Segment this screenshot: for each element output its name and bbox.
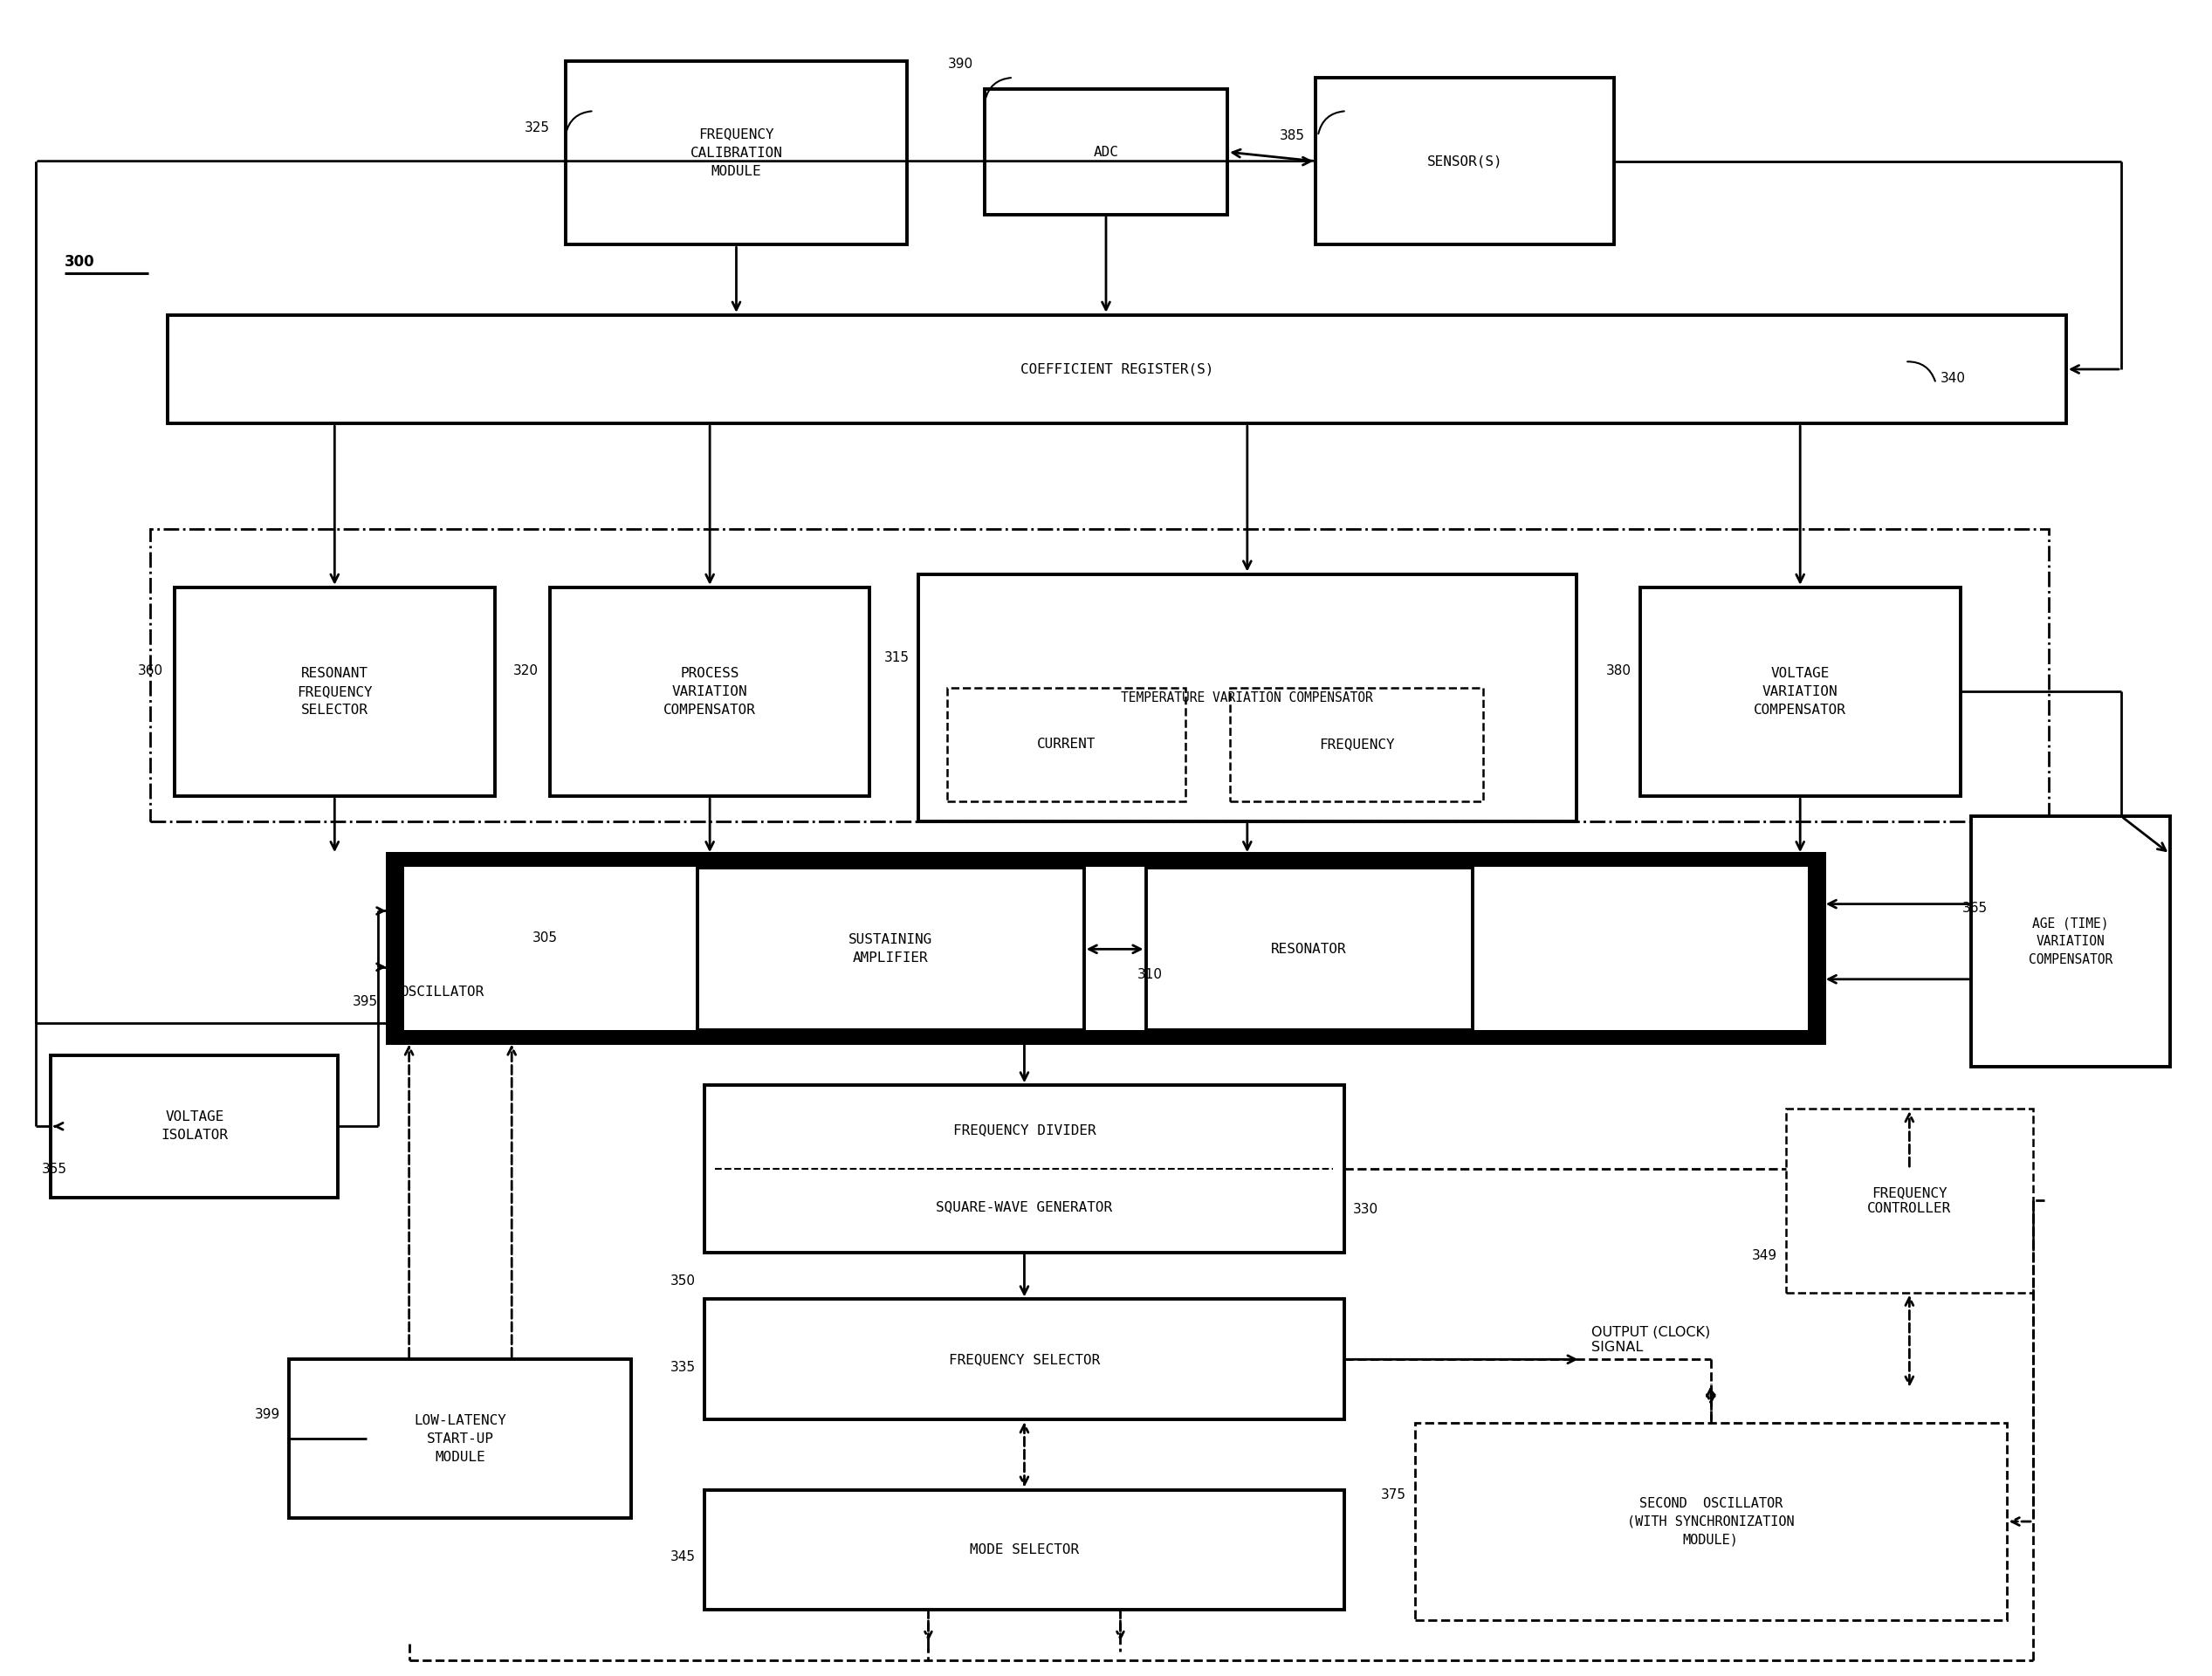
Text: FREQUENCY: FREQUENCY [1318,737,1394,751]
Text: SQUARE-WAVE GENERATOR: SQUARE-WAVE GENERATOR [936,1200,1113,1213]
FancyBboxPatch shape [984,89,1228,215]
Text: 300: 300 [64,253,95,270]
Text: 340: 340 [1940,372,1966,385]
FancyBboxPatch shape [1146,868,1473,1031]
FancyBboxPatch shape [697,868,1084,1031]
Text: 375: 375 [1380,1488,1407,1502]
Text: VOLTAGE
VARIATION
COMPENSATOR: VOLTAGE VARIATION COMPENSATOR [1754,667,1847,717]
FancyBboxPatch shape [290,1359,630,1518]
Text: COEFFICIENT REGISTER(S): COEFFICIENT REGISTER(S) [1020,362,1214,375]
Text: 325: 325 [524,121,551,134]
FancyBboxPatch shape [1316,77,1613,245]
Text: FREQUENCY SELECTOR: FREQUENCY SELECTOR [949,1353,1099,1366]
Text: FREQUENCY
CONTROLLER: FREQUENCY CONTROLLER [1867,1187,1951,1215]
FancyBboxPatch shape [566,60,907,245]
Text: CURRENT: CURRENT [1037,737,1095,751]
Text: AGE (TIME)
VARIATION
COMPENSATOR: AGE (TIME) VARIATION COMPENSATOR [2028,917,2112,967]
FancyBboxPatch shape [168,315,2066,424]
Text: 335: 335 [670,1361,695,1374]
Text: SUSTAINING
AMPLIFIER: SUSTAINING AMPLIFIER [849,934,933,965]
Text: VOLTAGE
ISOLATOR: VOLTAGE ISOLATOR [161,1111,228,1141]
FancyBboxPatch shape [947,687,1186,801]
FancyBboxPatch shape [389,855,1823,1042]
Text: 355: 355 [42,1163,69,1175]
Text: TEMPERATURE VARIATION COMPENSATOR: TEMPERATURE VARIATION COMPENSATOR [1121,691,1374,704]
FancyBboxPatch shape [551,587,869,796]
Text: 305: 305 [533,932,557,945]
Text: 350: 350 [670,1274,695,1287]
Text: FREQUENCY DIVIDER: FREQUENCY DIVIDER [953,1125,1095,1136]
Text: 399: 399 [254,1408,281,1421]
Text: 320: 320 [513,664,540,677]
FancyBboxPatch shape [405,866,1807,1031]
FancyBboxPatch shape [703,1086,1345,1252]
Text: MODE SELECTOR: MODE SELECTOR [969,1544,1079,1557]
Text: LOW-LATENCY
START-UP
MODULE: LOW-LATENCY START-UP MODULE [414,1415,507,1463]
Text: FREQUENCY
CALIBRATION
MODULE: FREQUENCY CALIBRATION MODULE [690,127,783,178]
Text: 395: 395 [352,996,378,1009]
Text: 315: 315 [885,650,909,664]
Text: 360: 360 [137,664,164,677]
FancyBboxPatch shape [1639,587,1960,796]
Text: OSCILLATOR: OSCILLATOR [400,985,484,999]
FancyBboxPatch shape [1971,816,2170,1068]
Text: SECOND  OSCILLATOR
(WITH SYNCHRONIZATION
MODULE): SECOND OSCILLATOR (WITH SYNCHRONIZATION … [1628,1497,1794,1547]
Text: 365: 365 [1962,902,1989,915]
FancyBboxPatch shape [1230,687,1484,801]
Text: 349: 349 [1752,1249,1776,1262]
Text: 380: 380 [1606,664,1630,677]
Text: SENSOR(S): SENSOR(S) [1427,154,1502,168]
Text: 385: 385 [1279,129,1305,142]
FancyBboxPatch shape [703,1490,1345,1611]
Text: RESONANT
FREQUENCY
SELECTOR: RESONANT FREQUENCY SELECTOR [296,667,372,717]
FancyBboxPatch shape [175,587,495,796]
FancyBboxPatch shape [1416,1423,2006,1621]
Text: RESONATOR: RESONATOR [1272,942,1347,955]
Text: 390: 390 [949,57,973,70]
FancyBboxPatch shape [918,573,1577,821]
Text: 310: 310 [1137,969,1161,982]
Text: ADC: ADC [1093,146,1119,159]
Text: PROCESS
VARIATION
COMPENSATOR: PROCESS VARIATION COMPENSATOR [664,667,757,717]
FancyBboxPatch shape [703,1299,1345,1420]
Text: 330: 330 [1354,1202,1378,1215]
Text: OUTPUT (CLOCK)
SIGNAL: OUTPUT (CLOCK) SIGNAL [1593,1326,1710,1354]
FancyBboxPatch shape [51,1056,338,1197]
Text: 345: 345 [670,1550,695,1564]
